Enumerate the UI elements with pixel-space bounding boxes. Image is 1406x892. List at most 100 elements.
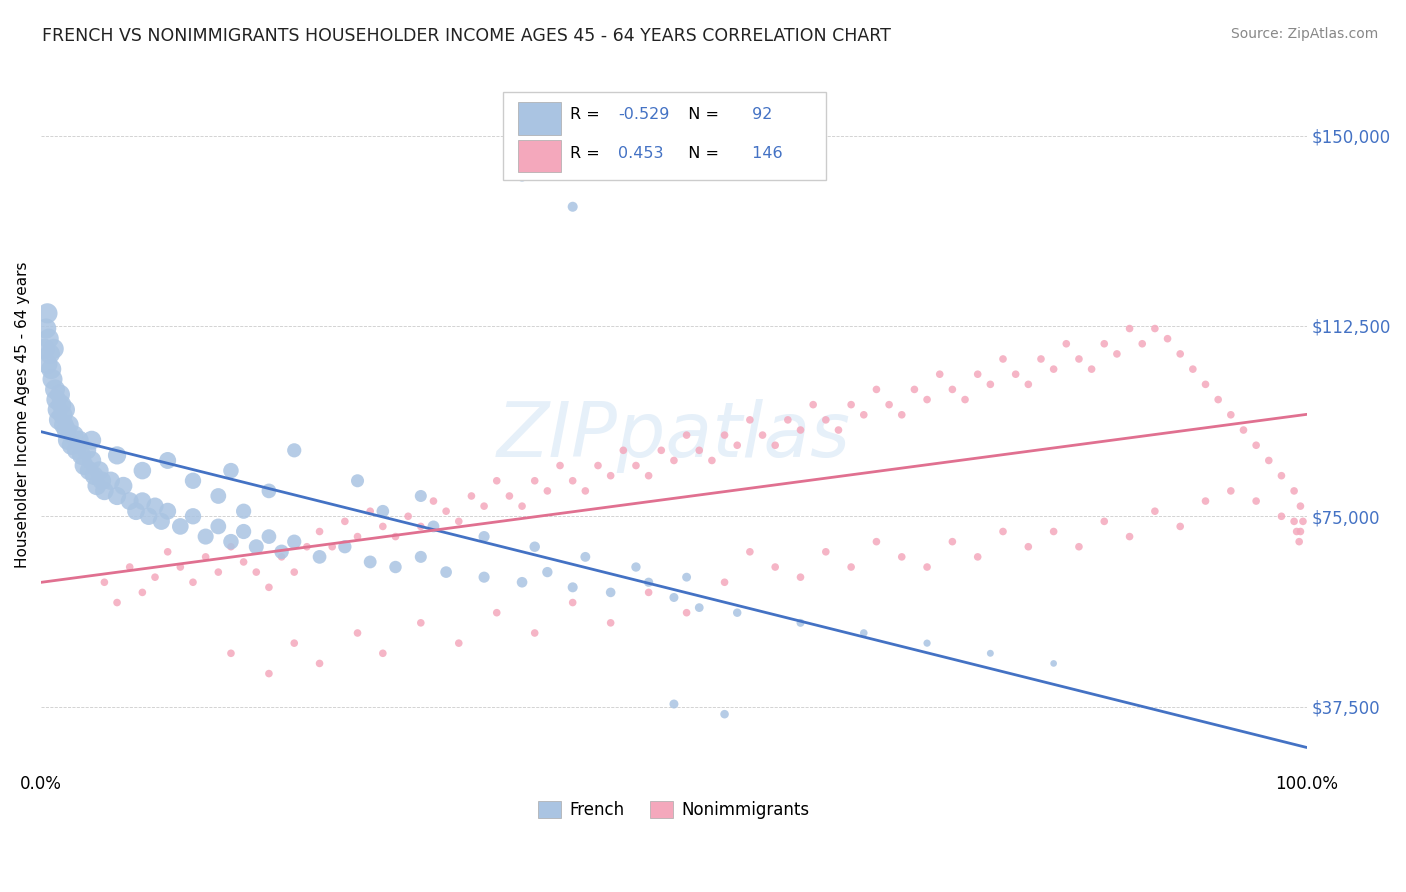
Point: [688, 443, 710, 458]
Point: [434, 565, 457, 579]
Point: [346, 626, 368, 640]
Point: [890, 549, 912, 564]
Point: [523, 626, 546, 640]
Point: [915, 560, 938, 574]
Point: [1143, 504, 1166, 518]
Point: [207, 489, 229, 503]
Point: [1029, 351, 1052, 366]
Point: [1168, 519, 1191, 533]
Point: [1067, 351, 1090, 366]
Point: [814, 545, 837, 559]
Point: [53, 402, 76, 417]
Point: [738, 545, 761, 559]
Point: [39, 362, 62, 376]
Point: [1289, 524, 1312, 539]
Point: [93, 483, 115, 498]
Point: [776, 413, 799, 427]
Point: [56, 433, 79, 447]
Point: [409, 489, 432, 503]
Point: [409, 615, 432, 630]
Point: [41, 372, 63, 386]
Point: [207, 565, 229, 579]
Point: [1288, 534, 1310, 549]
Point: [637, 585, 659, 599]
Point: [181, 474, 204, 488]
Point: [763, 560, 786, 574]
Point: [58, 417, 80, 432]
Point: [662, 453, 685, 467]
Point: [73, 458, 96, 473]
Text: N =: N =: [678, 107, 718, 122]
Point: [1143, 321, 1166, 335]
Point: [131, 585, 153, 599]
Point: [105, 489, 128, 503]
Point: [257, 483, 280, 498]
Point: [232, 524, 254, 539]
Point: [156, 504, 179, 518]
Point: [219, 540, 242, 554]
Point: [877, 398, 900, 412]
Point: [447, 514, 470, 528]
Point: [308, 549, 330, 564]
Point: [586, 139, 609, 153]
Point: [1244, 438, 1267, 452]
Point: [89, 464, 111, 478]
Point: [63, 428, 86, 442]
Point: [523, 540, 546, 554]
Point: [1105, 347, 1128, 361]
Point: [34, 342, 56, 356]
Point: [257, 580, 280, 594]
Point: [599, 468, 621, 483]
Point: [93, 575, 115, 590]
Point: [49, 387, 72, 401]
Point: [612, 443, 634, 458]
Point: [35, 321, 58, 335]
Point: [80, 453, 103, 467]
Point: [77, 464, 100, 478]
Text: R =: R =: [571, 107, 605, 122]
Point: [789, 615, 811, 630]
Point: [738, 413, 761, 427]
Point: [245, 565, 267, 579]
Point: [67, 433, 90, 447]
Point: [169, 519, 191, 533]
Point: [55, 423, 77, 437]
Point: [1130, 336, 1153, 351]
Point: [688, 600, 710, 615]
Point: [447, 636, 470, 650]
Point: [1257, 453, 1279, 467]
Point: [118, 494, 141, 508]
Point: [1004, 368, 1026, 382]
Point: [333, 514, 356, 528]
Point: [561, 580, 583, 594]
Point: [60, 438, 83, 452]
Point: [1282, 514, 1305, 528]
Point: [801, 398, 824, 412]
Point: [409, 519, 432, 533]
Point: [460, 489, 482, 503]
Point: [384, 560, 406, 574]
Point: [561, 596, 583, 610]
Point: [574, 549, 596, 564]
Point: [586, 458, 609, 473]
Point: [48, 413, 70, 427]
Point: [1118, 530, 1140, 544]
Point: [422, 519, 444, 533]
Point: [966, 549, 988, 564]
Point: [434, 504, 457, 518]
Y-axis label: Householder Income Ages 45 - 64 years: Householder Income Ages 45 - 64 years: [15, 261, 30, 568]
Point: [675, 570, 697, 584]
Point: [105, 596, 128, 610]
Point: [1042, 657, 1064, 671]
Point: [1219, 408, 1241, 422]
Point: [599, 585, 621, 599]
Text: Source: ZipAtlas.com: Source: ZipAtlas.com: [1230, 27, 1378, 41]
Point: [852, 408, 875, 422]
Point: [118, 560, 141, 574]
FancyBboxPatch shape: [519, 140, 561, 172]
Point: [1118, 321, 1140, 335]
Point: [763, 438, 786, 452]
Point: [941, 383, 963, 397]
Point: [70, 449, 93, 463]
Point: [991, 524, 1014, 539]
